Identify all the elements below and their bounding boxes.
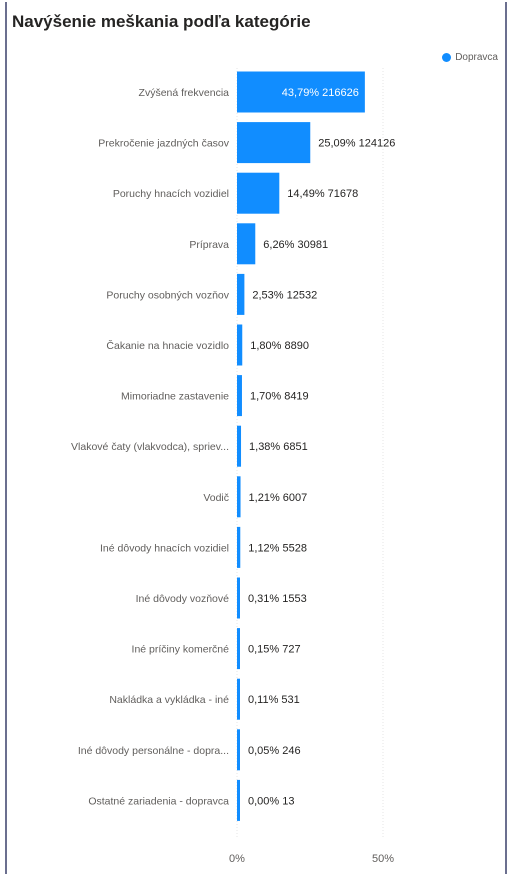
data-label: 25,09% 124126 bbox=[318, 138, 395, 150]
data-label: 1,70% 8419 bbox=[250, 391, 309, 403]
bar[interactable] bbox=[237, 577, 240, 619]
legend-marker bbox=[442, 53, 452, 62]
data-label: 2,53% 12532 bbox=[252, 289, 317, 301]
category-label: Poruchy hnacích vozidiel bbox=[113, 188, 229, 200]
legend-label: Dopravca bbox=[455, 52, 498, 63]
data-label: 0,15% 727 bbox=[248, 644, 301, 656]
category-label: Vlakové čaty (vlakvodca), spriev... bbox=[71, 441, 229, 453]
data-label: 1,12% 5528 bbox=[248, 542, 307, 554]
bar[interactable] bbox=[237, 526, 241, 568]
category-label: Zvýšená frekvencia bbox=[139, 87, 230, 99]
chart-title: Navýšenie meškania podľa kategórie bbox=[12, 12, 311, 31]
bar[interactable] bbox=[237, 425, 242, 467]
bar[interactable] bbox=[237, 273, 245, 315]
category-label: Ostatné zariadenia - dopravca bbox=[88, 795, 229, 807]
data-label: 0,11% 531 bbox=[248, 694, 300, 706]
bar[interactable] bbox=[237, 324, 243, 366]
category-label: Iné dôvody personálne - dopra... bbox=[78, 745, 229, 757]
bar[interactable] bbox=[237, 779, 240, 821]
category-label: Nakládka a vykládka - iné bbox=[109, 694, 229, 706]
bar[interactable] bbox=[237, 172, 280, 214]
data-label: 0,05% 246 bbox=[248, 745, 301, 757]
category-label: Prekročenie jazdných časov bbox=[98, 138, 229, 150]
data-label: 43,79% 216626 bbox=[282, 87, 359, 99]
data-label: 1,38% 6851 bbox=[249, 441, 308, 453]
bar[interactable] bbox=[237, 71, 365, 113]
category-label: Príprava bbox=[189, 239, 229, 251]
category-label: Iné dôvody hnacích vozidiel bbox=[100, 542, 229, 554]
data-label: 1,80% 8890 bbox=[250, 340, 309, 352]
bar[interactable] bbox=[237, 476, 241, 518]
data-label: 1,21% 6007 bbox=[249, 492, 308, 504]
bar[interactable] bbox=[237, 628, 240, 670]
bar[interactable] bbox=[237, 729, 240, 771]
category-label: Iné príčiny komerčné bbox=[132, 644, 230, 656]
data-label: 6,26% 30981 bbox=[263, 239, 328, 251]
legend[interactable]: Dopravca bbox=[442, 52, 498, 63]
bar[interactable] bbox=[237, 678, 240, 720]
x-tick-label: 0% bbox=[229, 853, 245, 865]
bar[interactable] bbox=[237, 122, 311, 164]
data-label: 0,31% 1553 bbox=[248, 593, 307, 605]
data-label: 0,00% 13 bbox=[248, 795, 294, 807]
category-label: Poruchy osobných vozňov bbox=[106, 289, 229, 301]
category-label: Vodič bbox=[203, 492, 229, 504]
category-label: Čakanie na hnacie vozidlo bbox=[106, 339, 229, 352]
bar[interactable] bbox=[237, 223, 256, 265]
data-label: 14,49% 71678 bbox=[287, 188, 358, 200]
visual-frame bbox=[5, 2, 507, 874]
category-label: Mimoriadne zastavenie bbox=[121, 391, 229, 403]
bar[interactable] bbox=[237, 375, 242, 417]
x-tick-label: 50% bbox=[372, 853, 394, 865]
category-label: Iné dôvody vozňové bbox=[136, 593, 230, 605]
